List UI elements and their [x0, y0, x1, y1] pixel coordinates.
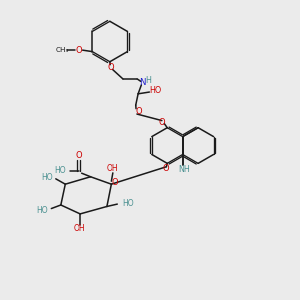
Text: NH: NH [178, 164, 190, 173]
Text: HO: HO [41, 172, 53, 182]
Text: OH: OH [107, 164, 119, 173]
Text: O: O [162, 164, 169, 173]
Text: O: O [159, 118, 165, 127]
Text: HO: HO [37, 206, 48, 215]
Text: O: O [108, 63, 114, 72]
Text: CH₃: CH₃ [56, 47, 69, 53]
Text: O: O [76, 46, 82, 55]
Text: H: H [145, 76, 151, 85]
Text: HO: HO [122, 199, 134, 208]
Text: O: O [75, 152, 82, 160]
Text: HO: HO [149, 86, 161, 95]
Text: O: O [112, 178, 118, 187]
Text: N: N [139, 78, 146, 87]
Text: O: O [135, 107, 142, 116]
Text: HO: HO [55, 166, 66, 175]
Text: OH: OH [74, 224, 85, 233]
